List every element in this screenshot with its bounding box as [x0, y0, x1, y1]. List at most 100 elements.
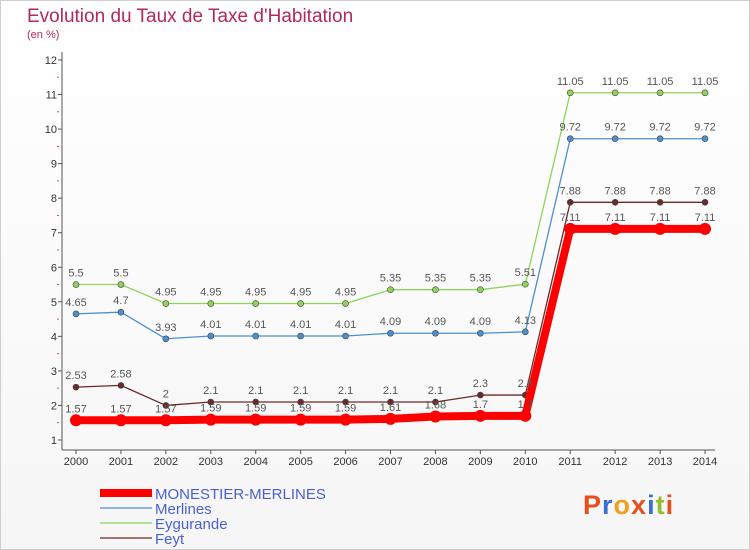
data-label: 5.35: [425, 273, 446, 285]
data-label: 5.5: [68, 268, 83, 280]
data-label: 2.3: [473, 378, 488, 390]
data-label: 11.05: [557, 76, 584, 88]
data-point: [387, 329, 394, 337]
data-label: 9.72: [604, 122, 625, 134]
data-point: [656, 89, 664, 97]
data-label: 1.57: [155, 403, 176, 415]
x-tick-label: 2006: [333, 456, 357, 468]
data-label: 4.7: [113, 295, 128, 307]
data-label: 4.09: [380, 316, 401, 328]
y-tick-label: 9: [51, 159, 57, 171]
data-label: 1.59: [200, 403, 221, 415]
data-label: 1.57: [110, 403, 131, 415]
y-tick-label: 2: [51, 400, 57, 412]
data-point: [342, 300, 349, 307]
data-point: [339, 413, 352, 426]
data-label: 4.65: [65, 297, 86, 309]
data-label: 4.01: [245, 319, 266, 331]
data-point: [656, 135, 664, 143]
data-point: [252, 398, 260, 406]
data-point: [72, 383, 80, 391]
data-label: 7.11: [605, 212, 626, 224]
data-point: [117, 382, 125, 389]
data-label: 11.05: [647, 76, 674, 88]
data-point: [207, 300, 215, 307]
x-tick-label: 2007: [378, 456, 402, 468]
x-tick-label: 2010: [513, 456, 537, 468]
data-point: [117, 308, 125, 316]
data-label: 3.93: [155, 322, 176, 334]
series-line-merlines: [75, 138, 706, 340]
data-point: [656, 198, 664, 206]
data-label: 2.1: [203, 385, 218, 397]
data-point: [207, 398, 215, 406]
data-point: [654, 222, 667, 235]
data-label: 7.11: [650, 212, 671, 224]
data-point: [72, 281, 80, 288]
data-point: [611, 135, 619, 143]
data-point: [387, 398, 394, 406]
data-label: 2.3: [518, 378, 533, 390]
data-point: [159, 414, 172, 427]
data-point: [117, 281, 125, 288]
data-label: 7.11: [695, 212, 716, 224]
data-point: [477, 286, 484, 294]
data-label: 4.95: [290, 287, 311, 299]
data-point: [162, 300, 170, 307]
x-tick-label: 2012: [603, 456, 627, 468]
data-point: [207, 332, 215, 340]
data-point: [566, 135, 574, 143]
data-point: [297, 332, 304, 340]
data-point: [252, 332, 260, 340]
chart-unit: (en %): [27, 29, 60, 41]
y-tick-label: 1: [51, 435, 57, 447]
data-label: 4.01: [335, 319, 356, 331]
data-point: [114, 414, 127, 427]
data-label: 1.57: [65, 403, 86, 415]
data-point: [477, 391, 484, 399]
data-point: [72, 310, 80, 318]
data-label: 2.1: [293, 385, 308, 397]
data-point: [297, 300, 304, 307]
data-point: [342, 398, 349, 406]
data-label: 1.59: [290, 403, 311, 415]
data-label: 4.09: [425, 316, 446, 328]
x-tick-label: 2003: [199, 456, 223, 468]
legend-entry: Merlines: [155, 501, 212, 518]
data-label: 4.01: [200, 319, 221, 331]
y-tick-label: 4: [51, 331, 57, 343]
proxiti-logo: Proxiti: [583, 490, 675, 520]
data-label: 5.35: [470, 273, 491, 285]
data-label: 5.51: [515, 267, 536, 279]
data-point: [701, 198, 709, 206]
data-point: [701, 89, 709, 97]
data-label: 4.01: [290, 319, 311, 331]
data-label: 2.1: [248, 385, 263, 397]
data-label: 4.95: [155, 287, 176, 299]
x-tick-label: 2001: [109, 456, 133, 468]
data-label: 7.11: [560, 212, 581, 224]
y-tick-label: 8: [51, 193, 57, 205]
x-tick-label: 2013: [648, 456, 672, 468]
data-label: 2.1: [338, 385, 353, 397]
data-point: [432, 286, 439, 294]
data-label: 5.5: [113, 268, 128, 280]
data-point: [611, 89, 619, 97]
chart-title: Evolution du Taux de Taxe d'Habitation: [27, 6, 354, 27]
data-label: 4.09: [470, 316, 491, 328]
data-point: [249, 413, 262, 426]
data-point: [566, 198, 574, 206]
data-label: 1.61: [380, 402, 401, 414]
legend-entry: MONESTIER-MERLINES: [155, 486, 326, 503]
data-point: [432, 398, 439, 406]
data-point: [432, 329, 439, 337]
data-label: 11.05: [692, 76, 719, 88]
x-tick-label: 2000: [64, 456, 88, 468]
data-label: 1.7: [473, 399, 488, 411]
data-point: [566, 89, 574, 97]
y-tick-label: 12: [45, 55, 57, 67]
data-point: [429, 410, 442, 423]
data-point: [519, 409, 532, 422]
legend-entry: Eygurande: [155, 516, 228, 533]
